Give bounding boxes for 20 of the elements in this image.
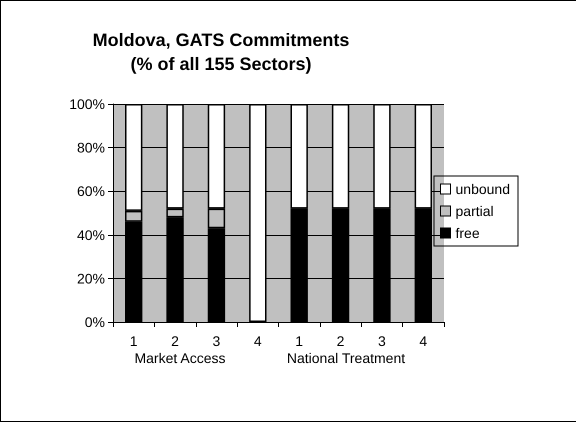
legend-label: partial <box>455 203 494 219</box>
x-tick-label: 1 <box>130 333 138 349</box>
y-tick-label: 20% <box>76 270 105 286</box>
y-tick-label: 60% <box>76 183 105 200</box>
y-tick-label: 0% <box>84 314 105 330</box>
x-tick-label: 3 <box>378 333 386 349</box>
x-tick-label: 3 <box>212 333 221 349</box>
y-tick-label: 40% <box>76 226 105 243</box>
chart-title: Moldova, GATS Commitments (% of all 155 Sectors) <box>92 30 350 74</box>
x-tick-label: 1 <box>295 333 304 349</box>
x-tick-label: 2 <box>171 333 180 349</box>
text: Market Access <box>134 350 226 366</box>
text: National Treatment <box>286 350 406 366</box>
x-tick-label: 4 <box>254 333 262 349</box>
legend-label: free <box>455 225 480 241</box>
x-tick-label: 4 <box>419 333 428 349</box>
x-tick-label: 2 <box>336 333 345 349</box>
y-tick-label: 80% <box>76 140 105 156</box>
legend-label: unbound <box>455 181 510 197</box>
y-tick-label: 100% <box>69 96 105 112</box>
